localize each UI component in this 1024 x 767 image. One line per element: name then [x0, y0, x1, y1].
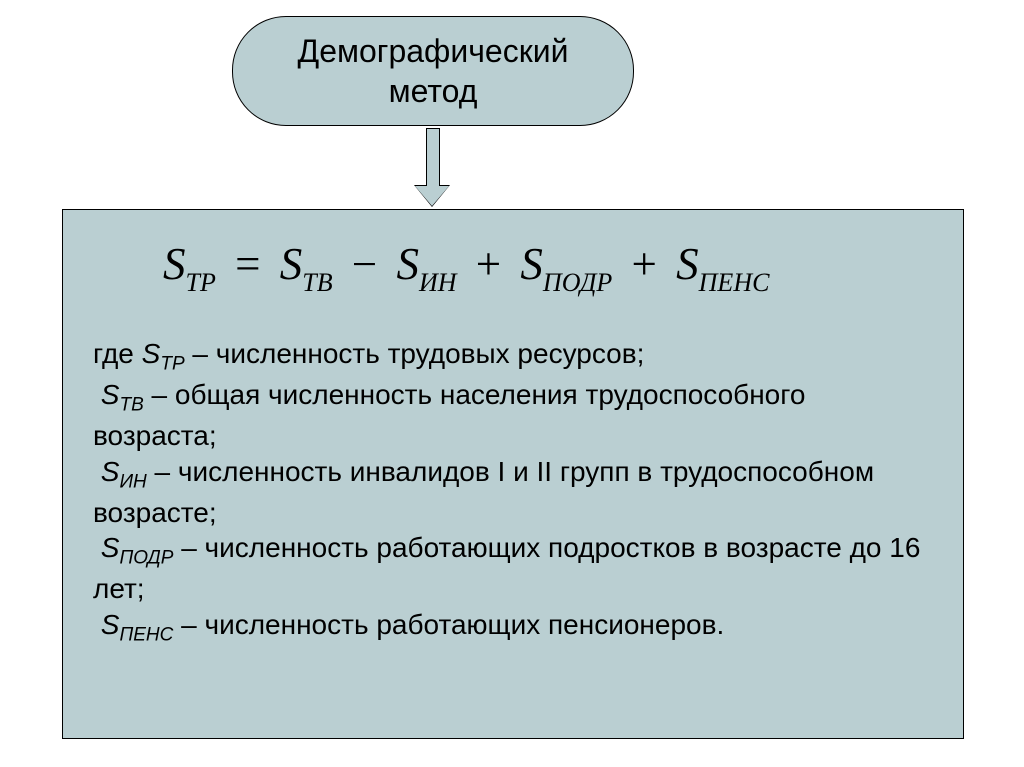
eq-t2-op: +: [476, 239, 501, 289]
eq-t1-var: S: [396, 239, 419, 289]
eq-t3-var: S: [676, 239, 699, 289]
eq-lhs-var: S: [163, 239, 186, 289]
eq-t0-sub: ТВ: [302, 268, 332, 297]
def2-text: – численность инвалидов I и II групп в т…: [93, 456, 874, 528]
def2-sub: ИН: [119, 471, 146, 492]
eq-t0-var: S: [280, 239, 303, 289]
eq-lhs-sub: ТР: [186, 268, 216, 297]
formula-panel: SТР = SТВ − SИН + SПОДР + SПЕНС где SТР …: [62, 209, 964, 739]
def1-sub: ТВ: [119, 395, 143, 416]
arrow-head: [415, 186, 449, 206]
def3-var: S: [101, 532, 120, 563]
title-pill: Демографический метод: [232, 16, 634, 126]
def3-text: – численность работающих подростков в во…: [93, 532, 920, 604]
eq-t2-var: S: [520, 239, 543, 289]
def3-sub: ПОДР: [119, 548, 173, 569]
def0-sub: ТР: [160, 354, 184, 375]
eq-t3-sub: ПЕНС: [699, 268, 770, 297]
equation: SТР = SТВ − SИН + SПОДР + SПЕНС: [163, 238, 933, 296]
def4-sub: ПЕНС: [119, 625, 173, 646]
eq-equals: =: [235, 239, 260, 289]
title-line2: метод: [389, 71, 478, 111]
def1-text: – общая численность населения трудоспосо…: [93, 379, 805, 451]
def4-var: S: [101, 609, 120, 640]
arrow-stem: [426, 128, 440, 187]
def-lead: где: [93, 338, 142, 369]
eq-t2-sub: ПОДР: [543, 268, 612, 297]
definitions: где SТР – численность трудовых ресурсов;…: [93, 336, 933, 648]
down-arrow: [415, 128, 449, 206]
title-line1: Демографический: [298, 31, 569, 71]
def1-var: S: [101, 379, 120, 410]
def0-text: – численность трудовых ресурсов;: [185, 338, 645, 369]
eq-t1-sub: ИН: [419, 268, 457, 297]
eq-t3-op: +: [632, 239, 657, 289]
def0-var: S: [142, 338, 161, 369]
def4-text: – численность работающих пенсионеров.: [173, 609, 724, 640]
def2-var: S: [101, 456, 120, 487]
eq-t1-op: −: [352, 239, 377, 289]
